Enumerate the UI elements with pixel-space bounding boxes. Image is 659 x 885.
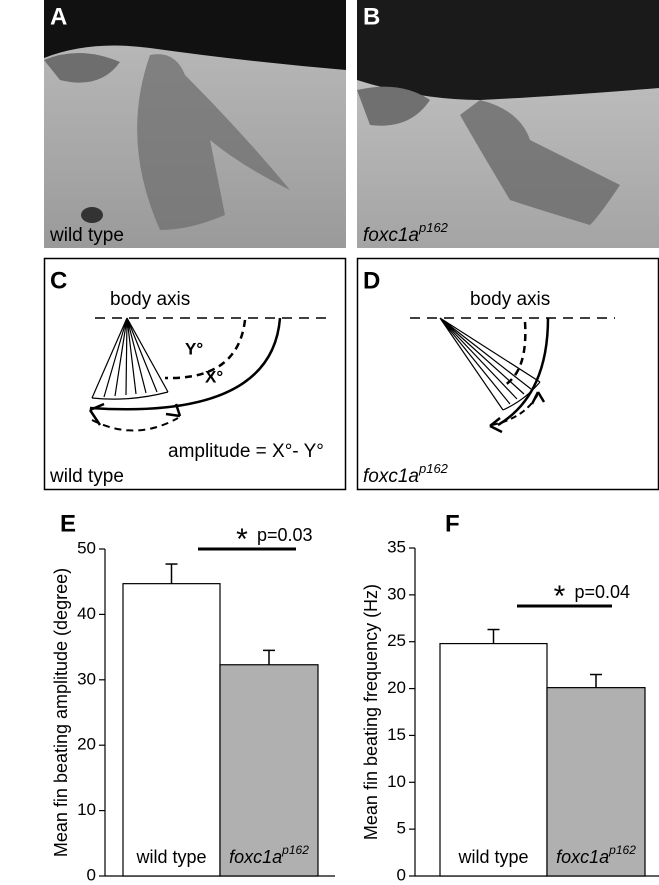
- x-tick-label: foxc1ap162: [229, 843, 309, 867]
- diagram-label: wild type: [49, 466, 124, 487]
- bar: [122, 583, 221, 877]
- y-tick-label: 35: [387, 537, 406, 556]
- p-value: p=0.04: [575, 582, 631, 602]
- bar: [219, 664, 319, 877]
- photo-label: wild type: [49, 225, 124, 246]
- y-tick-label: 10: [77, 800, 96, 819]
- bar: [439, 642, 548, 877]
- panel-letter: E: [60, 510, 76, 537]
- y-tick-label: 10: [387, 772, 406, 791]
- y-tick-label: 20: [77, 735, 96, 754]
- y-tick-label: 30: [387, 584, 406, 603]
- p-value: p=0.03: [257, 525, 313, 545]
- axis-label: body axis: [470, 289, 550, 310]
- photo-b: [357, 0, 659, 248]
- y-tick-label: 50: [77, 538, 96, 557]
- y-tick-label: 0: [87, 865, 96, 884]
- genotype: foxc1a: [363, 225, 419, 246]
- panel-letter: F: [445, 510, 460, 537]
- angle-label: X°: [205, 367, 223, 386]
- y-axis-label: Mean fin beating frequency (Hz): [361, 584, 381, 840]
- category-superscript: p162: [608, 843, 636, 857]
- genotype-superscript: p162: [418, 461, 449, 476]
- y-tick-label: 25: [387, 631, 406, 650]
- axis-label: body axis: [110, 289, 190, 310]
- y-tick-label: 15: [387, 725, 406, 744]
- diagram-label: foxc1ap162: [363, 461, 449, 487]
- photo-a: [44, 0, 346, 248]
- category-superscript: p162: [281, 843, 309, 857]
- genotype: foxc1a: [363, 466, 419, 487]
- y-tick-label: 40: [77, 604, 96, 623]
- diagram-c: [43, 257, 347, 491]
- significance-star: *: [554, 580, 566, 613]
- significance-star: *: [236, 523, 248, 556]
- angle-label: Y°: [185, 339, 203, 358]
- y-tick-label: 5: [397, 819, 406, 838]
- diagram-d: [356, 257, 659, 491]
- photo-label: foxc1ap162: [363, 220, 449, 246]
- y-tick-label: 0: [397, 865, 406, 884]
- x-tick-label: wild type: [457, 847, 528, 867]
- genotype-superscript: p162: [418, 220, 449, 235]
- category: foxc1a: [229, 847, 282, 867]
- category: wild type: [135, 847, 206, 867]
- x-tick-label: foxc1ap162: [556, 843, 636, 867]
- category: foxc1a: [556, 847, 609, 867]
- panel-letter: D: [363, 267, 380, 294]
- y-tick-label: 30: [77, 669, 96, 688]
- panel-letter: C: [50, 267, 67, 294]
- y-axis-label: Mean fin beating amplitude (degree): [51, 568, 71, 857]
- formula: amplitude = X°- Y°: [168, 441, 324, 462]
- x-tick-label: wild type: [135, 847, 206, 867]
- category: wild type: [457, 847, 528, 867]
- y-tick-label: 20: [387, 678, 406, 697]
- panel-letter: A: [50, 3, 67, 30]
- panel-letter: B: [363, 3, 380, 30]
- bar: [546, 687, 646, 877]
